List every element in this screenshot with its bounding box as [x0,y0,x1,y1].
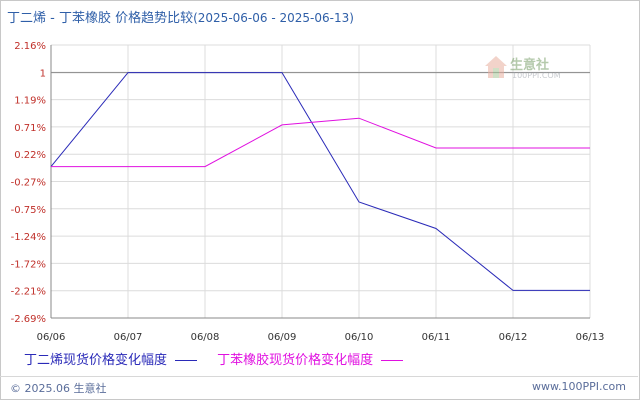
x-tick-label: 06/11 [422,332,451,343]
legend-swatch-butadiene [175,360,198,361]
x-tick-label: 06/10 [345,332,374,343]
legend-label-sbr: 丁苯橡胶现货价格变化幅度 [217,353,374,368]
y-tick-label: 1.19% [14,96,46,107]
footer-divider [0,376,638,377]
y-tick-label: 2.16% [14,41,46,52]
title-range: (2025-06-06 - 2025-06-13) [193,11,354,25]
legend-item-butadiene: 丁二烯现货价格变化幅度 [24,349,198,368]
y-tick-label: 0.22% [14,150,46,161]
x-tick-label: 06/12 [499,332,528,343]
y-tick-label: -1.72% [11,259,46,270]
y-tick-label: -0.75% [11,205,46,216]
legend-swatch-sbr [381,360,404,361]
house-logo-icon [485,56,507,78]
y-tick-label: 1 [40,68,46,79]
y-tick-label: 0.71% [14,123,46,134]
footer-url[interactable]: www.100PPI.com [532,380,626,393]
x-tick-label: 06/07 [114,332,143,343]
watermark-brand: 生意社 [510,58,550,73]
y-tick-label: -2.21% [11,287,46,298]
x-tick-label: 06/09 [268,332,297,343]
chart-legend: 丁二烯现货价格变化幅度 丁苯橡胶现货价格变化幅度 [24,349,419,368]
y-tick-label: -0.27% [11,178,46,189]
x-tick-label: 06/06 [37,332,66,343]
chart-title: 丁二烯 - 丁苯橡胶 价格趋势比较(2025-06-06 - 2025-06-1… [7,7,354,26]
y-tick-label: -1.24% [11,232,46,243]
legend-item-sbr: 丁苯橡胶现货价格变化幅度 [217,349,404,368]
legend-label-butadiene: 丁二烯现货价格变化幅度 [24,353,168,368]
series-line-butadiene [50,72,590,291]
series-line-sbr [51,117,590,168]
x-tick-label: 06/08 [191,332,220,343]
title-main: 丁二烯 - 丁苯橡胶 价格趋势比较 [7,11,194,26]
y-tick-label: -2.69% [11,314,46,325]
x-tick-label: 06/13 [576,332,605,343]
watermark-logo: 生意社 100PPI.COM [484,54,584,84]
watermark-site: 100PPI.COM [512,71,561,80]
footer-copyright: © 2025.06 生意社 [10,382,107,395]
